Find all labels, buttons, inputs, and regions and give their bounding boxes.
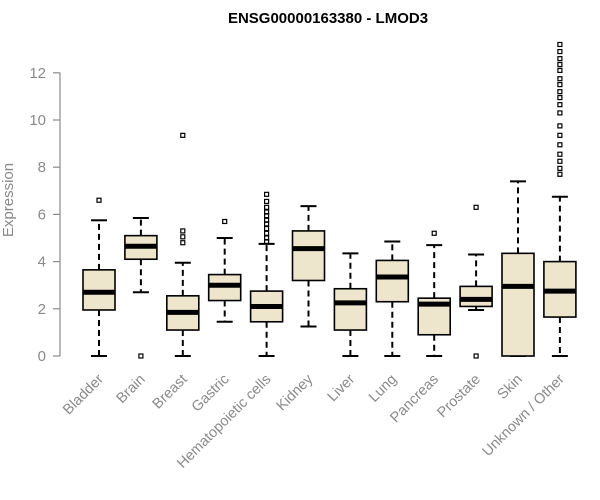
- y-tick-label: 4: [38, 254, 46, 271]
- outlier-point: [180, 240, 186, 246]
- outlier-point: [264, 204, 270, 210]
- y-tick-label: 6: [38, 206, 46, 223]
- outlier-point: [557, 56, 563, 62]
- outlier-point: [138, 353, 144, 359]
- outlier-point: [264, 235, 270, 241]
- outlier-point: [222, 218, 228, 225]
- box-brain: [124, 216, 158, 359]
- x-category-label: Liver: [325, 371, 359, 405]
- outlier-point: [557, 142, 563, 148]
- outlier-point: [180, 132, 186, 138]
- outlier-point: [557, 171, 563, 177]
- box-breast: [166, 132, 200, 357]
- outlier-point: [557, 48, 563, 55]
- outlier-point: [96, 197, 102, 203]
- iqr-box: [459, 285, 493, 308]
- outlier-point: [557, 102, 563, 108]
- outlier-point: [264, 198, 270, 205]
- y-axis: 0 2 4 6 8 10 12: [29, 65, 61, 365]
- chart-title: ENSG00000163380 - LMOD3: [228, 10, 428, 27]
- x-category-label: Breast: [150, 372, 191, 413]
- box-skin: [501, 180, 535, 357]
- box-bladder: [82, 197, 116, 357]
- y-tick-label: 10: [29, 112, 46, 129]
- y-tick-label: 2: [38, 301, 46, 318]
- outlier-point: [557, 81, 563, 88]
- outlier-point: [557, 110, 563, 116]
- box-kidney: [291, 205, 326, 328]
- box-pancreas: [417, 230, 452, 357]
- y-tick-label: 8: [38, 159, 46, 176]
- x-category-label: Prostate: [434, 372, 483, 421]
- outlier-point: [557, 132, 563, 138]
- box-lung: [375, 240, 410, 357]
- outlier-point: [557, 76, 563, 82]
- outlier-point: [180, 228, 186, 234]
- y-tick-label: 0: [38, 348, 46, 365]
- outlier-point: [557, 89, 563, 95]
- outlier-point: [557, 41, 563, 48]
- iqr-box: [375, 259, 410, 303]
- outlier-point: [473, 204, 479, 210]
- x-category-label: Bladder: [60, 371, 107, 418]
- x-category-label: Kidney: [274, 371, 317, 414]
- iqr-box: [291, 230, 326, 282]
- outlier-point: [264, 191, 270, 197]
- outlier-point: [557, 94, 563, 101]
- outlier-point: [557, 158, 563, 164]
- boxes-group: [82, 41, 577, 359]
- outlier-point: [264, 217, 270, 223]
- box-unknown-other: [543, 41, 577, 357]
- x-category-label: Lung: [366, 372, 400, 406]
- iqr-box: [333, 287, 368, 331]
- outlier-point: [264, 209, 270, 215]
- box-hematopoietic-cells: [249, 191, 284, 357]
- outlier-point: [264, 225, 270, 232]
- outlier-point: [473, 353, 479, 359]
- outlier-point: [557, 151, 563, 157]
- y-axis-label: Expression: [0, 163, 17, 237]
- y-tick-label: 12: [29, 65, 46, 82]
- outlier-point: [557, 165, 563, 171]
- outlier-point: [431, 230, 437, 236]
- box-prostate: [459, 204, 493, 359]
- outlier-point: [557, 61, 563, 68]
- x-category-label: Brain: [113, 372, 148, 407]
- box-liver: [333, 252, 368, 357]
- outlier-point: [264, 230, 270, 236]
- outlier-point: [557, 67, 563, 74]
- outlier-point: [557, 123, 563, 129]
- box-gastric: [207, 218, 242, 323]
- iqr-box: [501, 252, 535, 357]
- outlier-point: [180, 234, 186, 240]
- x-category-label: Skin: [495, 372, 526, 403]
